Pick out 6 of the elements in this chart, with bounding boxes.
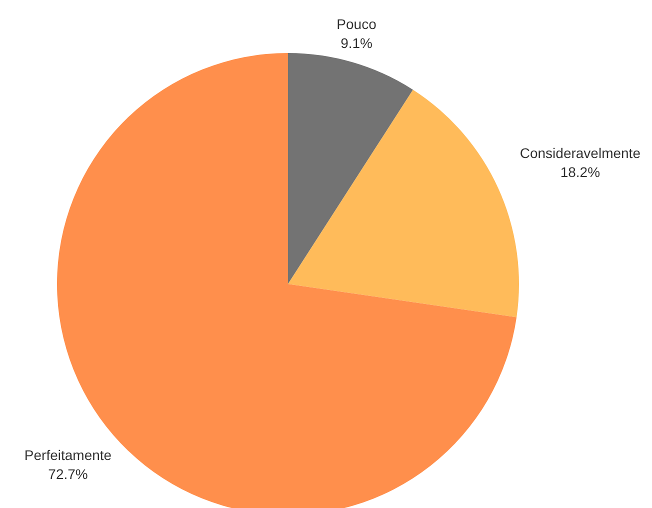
slice-label: Consideravelmente [520, 144, 641, 161]
data-label: 9.1% [340, 34, 372, 51]
data-label: 72.7% [48, 466, 88, 482]
slice-label: Pouco [336, 16, 377, 32]
data-label: 18.2% [560, 164, 600, 180]
slice-label: Perfeitamente [24, 447, 112, 463]
